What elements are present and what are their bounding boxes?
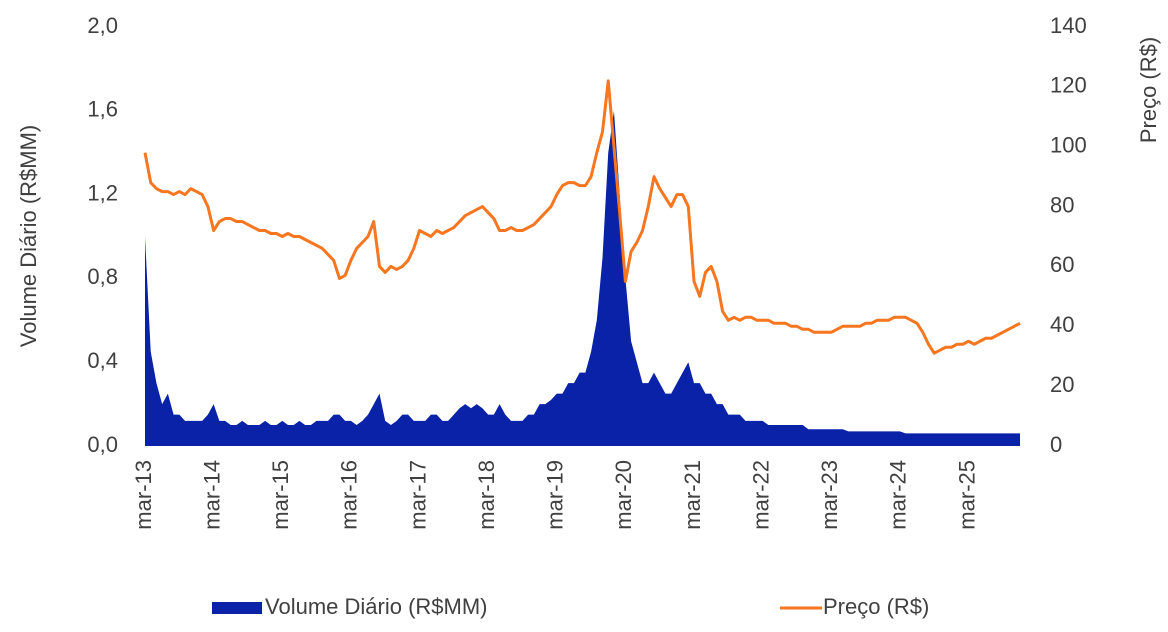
x-tick-label: mar-21 — [680, 460, 705, 530]
x-tick-label: mar-20 — [611, 460, 636, 530]
y2-tick-label: 0 — [1050, 432, 1062, 457]
legend-label: Preço (R$) — [823, 594, 929, 619]
y2-tick-label: 120 — [1050, 73, 1087, 98]
y2-tick-label: 60 — [1050, 252, 1074, 277]
y-tick-label: 1,2 — [87, 180, 118, 205]
x-tick-label: mar-16 — [337, 460, 362, 530]
x-tick-label: mar-17 — [405, 460, 430, 530]
x-tick-label: mar-25 — [954, 460, 979, 530]
legend-swatch — [212, 602, 262, 614]
price-line — [143, 79, 1021, 355]
x-tick-label: mar-24 — [886, 460, 911, 530]
y2-tick-label: 100 — [1050, 133, 1087, 158]
volume-area — [145, 110, 1020, 447]
legend-label: Volume Diário (R$MM) — [265, 594, 488, 619]
x-tick-label: mar-22 — [748, 460, 773, 530]
x-tick-label: mar-23 — [817, 460, 842, 530]
y-tick-label: 1,6 — [87, 97, 118, 122]
y-tick-label: 0,4 — [87, 348, 118, 373]
y2-axis-title: Preço (R$) — [1136, 37, 1161, 143]
x-tick-label: mar-15 — [268, 460, 293, 530]
x-tick-label: mar-18 — [474, 460, 499, 530]
x-tick-label: mar-13 — [131, 460, 156, 530]
y2-tick-label: 40 — [1050, 312, 1074, 337]
y2-tick-label: 140 — [1050, 13, 1087, 38]
y-axis-title: Volume Diário (R$MM) — [16, 125, 41, 348]
y2-tick-label: 20 — [1050, 372, 1074, 397]
y-tick-label: 2,0 — [87, 13, 118, 38]
y-tick-label: 0,0 — [87, 432, 118, 457]
y-tick-label: 0,8 — [87, 264, 118, 289]
y2-tick-label: 80 — [1050, 192, 1074, 217]
x-tick-label: mar-19 — [543, 460, 568, 530]
x-tick-label: mar-14 — [199, 460, 224, 530]
